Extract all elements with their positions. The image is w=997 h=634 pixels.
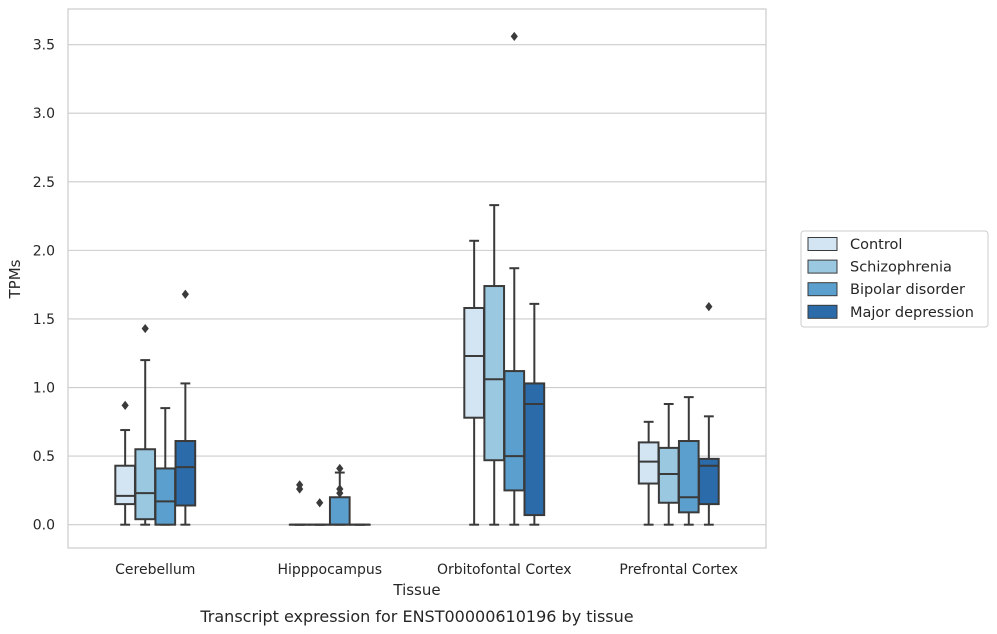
box-body [463,306,485,419]
box-bipolar-disorder [328,463,351,526]
legend: Control Schizophrenia Bipolar disorder Majo… [800,230,989,328]
box-body [134,448,157,521]
box-body [483,285,506,462]
outlier-point [336,484,344,494]
y-tick-label: 3.0 [33,106,55,122]
x-tick-label: Prefrontal Cortex [619,562,738,578]
box-body [154,467,177,526]
box-bipolar-disorder [503,31,526,526]
box-control [637,420,660,526]
y-tick-label: 2.5 [33,175,55,191]
outlier-point [510,31,518,42]
legend-swatch [807,237,838,251]
box-body [637,441,660,485]
box-major-depression [698,302,720,526]
y-axis-label: TPMs [6,259,24,299]
box-major-depression [523,302,546,526]
outlier-point [705,302,713,312]
box-major-depression [174,289,197,526]
x-tick-labels: Cerebellum Hipppocampus Orbitofontal Corte… [115,562,738,578]
box-schizophrenia [657,402,680,526]
box-control [114,400,136,526]
y-tick-label: 2.0 [33,243,55,259]
y-tick-label: 0.0 [33,518,55,534]
y-tick-label: 1.0 [33,381,55,397]
box-body [677,440,700,514]
x-tick-label: Hipppocampus [277,562,382,578]
legend-label: Schizophrenia [850,260,952,276]
x-tick-label: Cerebellum [115,562,195,578]
legend-swatch [807,304,838,319]
box-bipolar-disorder [677,396,700,526]
x-tick-label: Orbitofontal Cortex [437,562,572,578]
outlier-point [141,323,149,334]
box-schizophrenia [308,498,331,526]
y-tick-label: 0.5 [33,449,55,465]
box-body [328,496,351,526]
box-body [503,370,526,492]
legend-swatch [807,259,838,274]
legend-label: Control [850,237,902,253]
box-control [288,480,311,526]
box-body [114,464,136,506]
y-tick-label: 1.5 [33,312,55,328]
chart-caption: Transcript expression for ENST0000061019… [199,607,633,626]
x-axis-label: Tissue [392,581,440,599]
y-tick-labels: 0.0 0.5 1.0 1.5 2.0 2.5 3.0 3.5 [33,38,55,534]
legend-label: Bipolar disorder [850,282,965,298]
outlier-point [181,289,189,299]
legend-frame [800,230,989,328]
box-groups [114,31,720,526]
box-body [698,457,720,506]
y-tick-label: 3.5 [33,38,55,54]
legend-label: Major depression [850,305,974,321]
legend-swatch [807,282,838,297]
outlier-point [121,400,129,410]
plot-frame [67,8,767,549]
outlier-point [316,498,324,508]
outlier-point [296,480,304,490]
box-body [657,446,680,504]
outlier-point [336,463,344,474]
box-body [174,440,197,507]
box-body [523,382,546,517]
